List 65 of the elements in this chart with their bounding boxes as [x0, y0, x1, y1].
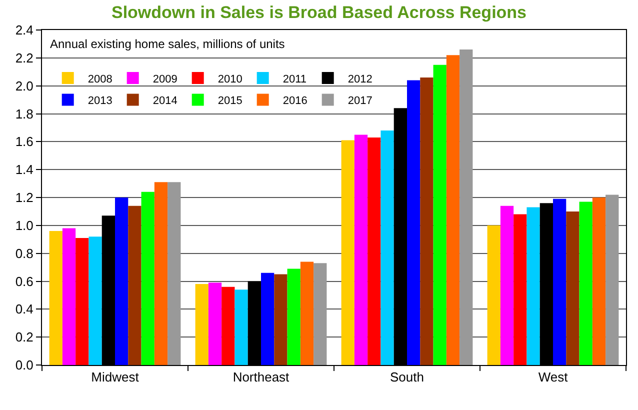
- bar: [368, 137, 381, 365]
- bar: [446, 55, 460, 365]
- y-tick-label: 1.2: [15, 190, 34, 206]
- bar: [62, 228, 76, 365]
- y-tick-label: 2.4: [15, 22, 34, 38]
- bar: [314, 263, 327, 365]
- bar: [261, 272, 274, 365]
- bar: [460, 50, 473, 365]
- bar: [407, 80, 420, 365]
- bar: [208, 282, 222, 365]
- bar: [500, 206, 514, 365]
- y-tick-label: 1.0: [15, 218, 34, 233]
- bar: [76, 238, 89, 365]
- y-tick-label: 1.8: [15, 106, 34, 122]
- x-tick-label: West: [538, 370, 568, 385]
- x-tick-label: South: [390, 370, 424, 385]
- bar: [566, 211, 580, 365]
- bar: [49, 231, 62, 365]
- legend-label: 2008: [88, 73, 112, 86]
- legend-label: 2012: [348, 73, 372, 86]
- bar: [553, 198, 566, 365]
- y-tick-label: 0.4: [15, 302, 34, 317]
- y-tick-label: 0.2: [15, 330, 34, 345]
- bar: [592, 198, 606, 365]
- bar: [141, 192, 154, 365]
- bar: [128, 206, 142, 365]
- legend-label: 2015: [218, 95, 242, 108]
- bar: [195, 284, 208, 365]
- x-tick-label: Northeast: [232, 370, 290, 385]
- text: Annual existing home sales, millions of units: [50, 37, 285, 51]
- legend-label: 2010: [218, 73, 242, 86]
- bar: [606, 194, 619, 365]
- bar: [300, 262, 314, 365]
- bar: [487, 225, 500, 365]
- bar: [287, 268, 300, 365]
- bar: [514, 214, 527, 365]
- bar: [154, 182, 168, 365]
- bar: [222, 286, 235, 365]
- bar: [579, 202, 592, 365]
- bar: [354, 134, 368, 365]
- bar: [168, 182, 181, 365]
- bar: [274, 274, 288, 365]
- bar: [526, 207, 540, 365]
- bar: [420, 77, 434, 365]
- y-tick-label: 0.8: [15, 246, 34, 261]
- legend-label: 2014: [152, 95, 178, 108]
- legend-label: 2011: [282, 73, 306, 86]
- y-tick-label: 2.2: [15, 50, 34, 66]
- bar: [115, 198, 128, 365]
- bar: [88, 236, 102, 365]
- bar: [341, 140, 354, 365]
- y-tick-label: 2.0: [15, 78, 34, 94]
- x-tick-label: Midwest: [91, 370, 140, 385]
- y-tick-label: 0.6: [15, 274, 34, 289]
- y-tick-label: 1.4: [15, 162, 34, 178]
- chart-title: Slowdown in Sales is Broad Based Across Regions: [111, 3, 527, 22]
- bar: [433, 64, 446, 365]
- bar: [380, 130, 394, 365]
- legend-label: 2013: [88, 95, 112, 108]
- y-tick-label: 1.6: [15, 134, 34, 150]
- y-tick-label: 0.0: [15, 358, 34, 373]
- legend-label: 2009: [152, 73, 178, 86]
- legend-label: 2017: [348, 95, 372, 108]
- legend-label: 2016: [282, 95, 308, 108]
- bar: [234, 290, 248, 365]
